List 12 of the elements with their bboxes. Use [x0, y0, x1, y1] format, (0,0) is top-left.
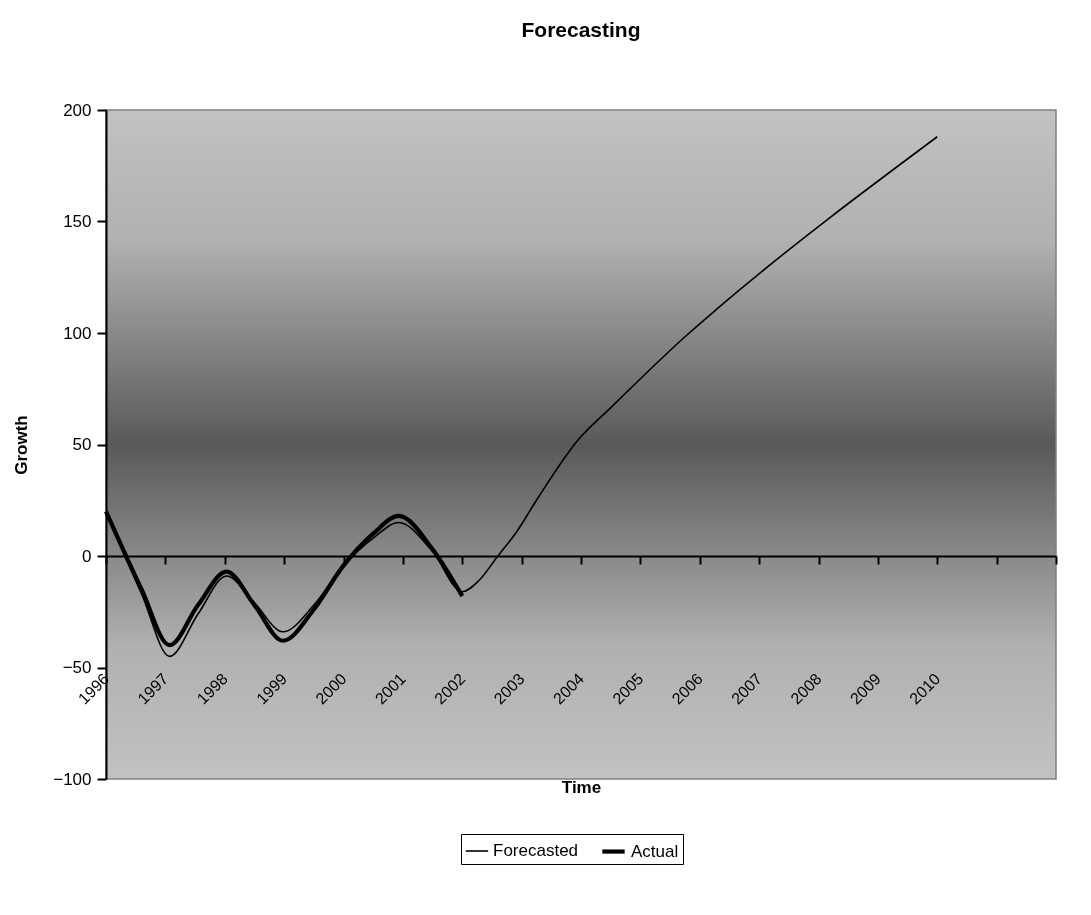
y-tick-label: −50: [62, 658, 92, 677]
y-tick-label: 200: [63, 100, 92, 120]
y-tick-label: 50: [72, 435, 92, 454]
legend-label: Forecasted: [493, 841, 579, 860]
y-axis-title: Growth: [12, 415, 32, 475]
y-tick-label: −100: [53, 769, 92, 789]
x-axis-title: Time: [561, 778, 602, 798]
y-tick-label: 0: [82, 546, 92, 566]
y-tick-label: 150: [63, 212, 92, 231]
legend-label: Actual: [631, 841, 679, 861]
chart-title: Forecasting: [521, 18, 641, 41]
y-tick-label: 100: [63, 323, 92, 343]
